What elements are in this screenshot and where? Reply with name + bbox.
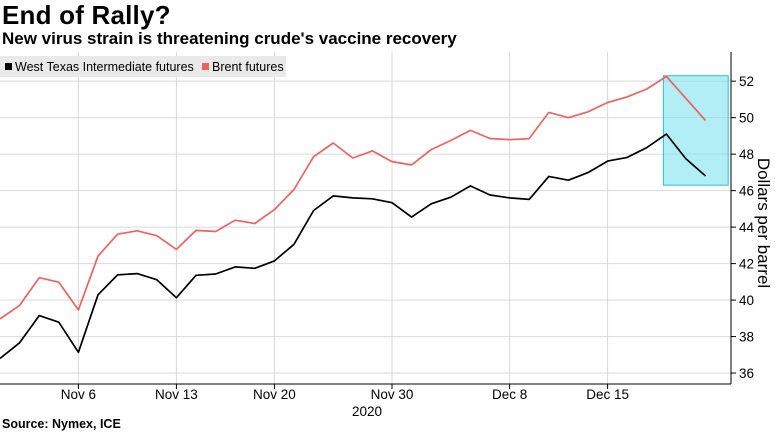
legend-swatch-wti [5, 63, 12, 70]
x-tick-label: Nov 6 [61, 387, 96, 402]
x-tick-label: Dec 15 [586, 387, 629, 402]
y-axis-label: Dollars per barrel [754, 158, 773, 288]
y-tick-label: 44 [739, 220, 755, 235]
x-tick-label: Nov 30 [371, 387, 414, 402]
series-line-wti [0, 133, 707, 360]
y-tick-label: 42 [739, 257, 754, 272]
y-tick-label: 36 [739, 366, 754, 381]
y-tick-label: 38 [739, 330, 754, 345]
grid-layer [0, 52, 731, 384]
y-tick-label: 48 [739, 147, 754, 162]
chart-title: End of Rally? [2, 0, 171, 30]
legend-background [0, 56, 286, 77]
source-note: Source: Nymex, ICE [2, 417, 121, 431]
y-tick-label: 50 [739, 111, 754, 126]
y-tick-label: 52 [739, 74, 754, 89]
y-tick-label: 46 [739, 184, 754, 199]
x-tick-label: Nov 13 [155, 387, 198, 402]
series-layer [0, 75, 707, 360]
legend-swatch-brent [202, 63, 209, 70]
x-axis-year-label: 2020 [352, 404, 382, 419]
legend: West Texas Intermediate futures Brent fu… [0, 56, 286, 77]
x-tick-label: Dec 8 [492, 387, 527, 402]
chart-subtitle: New virus strain is threatening crude's … [2, 29, 457, 48]
series-line-brent [0, 75, 707, 320]
legend-label-brent: Brent futures [212, 60, 284, 74]
legend-label-wti: West Texas Intermediate futures [15, 60, 194, 74]
axis-layer: 36 38 40 42 44 46 48 50 52 Nov 6 Nov 13 Nov 20 Nov 3… [0, 52, 755, 402]
highlight-box [662, 75, 729, 186]
y-tick-label: 40 [739, 293, 754, 308]
x-tick-label: Nov 20 [253, 387, 296, 402]
highlight-layer [662, 75, 729, 186]
